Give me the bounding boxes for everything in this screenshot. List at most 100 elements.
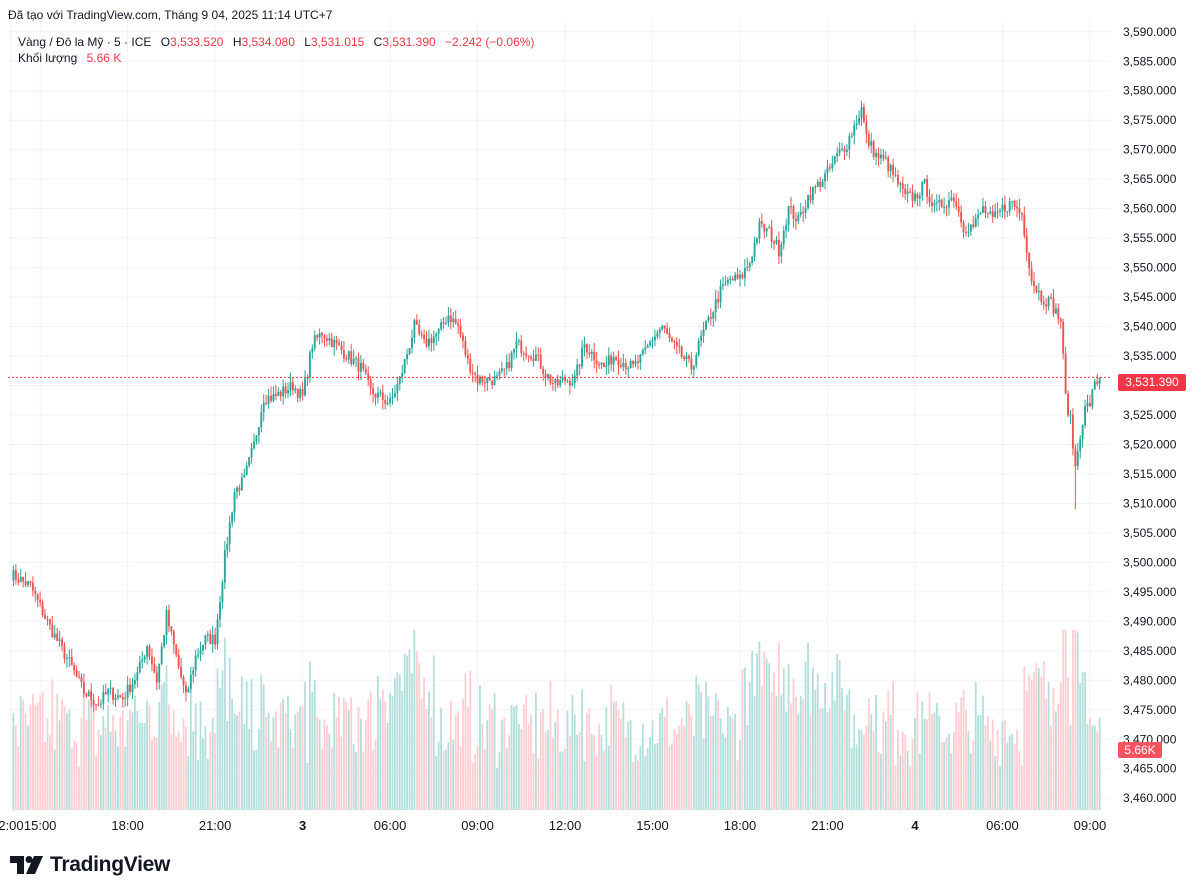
- tradingview-logo[interactable]: TradingView: [10, 853, 170, 877]
- candle: [724, 275, 727, 286]
- price-tick-label: 3,540.000: [1123, 320, 1177, 334]
- volume-bar: [770, 692, 773, 810]
- volume-bar: [702, 738, 705, 810]
- volume-bar: [581, 689, 583, 810]
- price-axis[interactable]: 3,590.000 3,585.000 3,580.000 3,575.000 3,57…: [1123, 25, 1177, 805]
- volume-bar: [629, 719, 632, 810]
- open-value: 3,533.520: [170, 35, 224, 49]
- candle: [248, 456, 251, 468]
- candle: [542, 365, 545, 382]
- volume-legend: Khối lượng 5.66 K: [18, 51, 121, 65]
- volume-bar: [129, 710, 131, 810]
- volume-bar: [865, 725, 868, 810]
- volume-bar: [952, 732, 955, 810]
- candle: [748, 261, 751, 272]
- candle: [14, 564, 17, 585]
- candle: [486, 377, 489, 392]
- volume-bar: [204, 725, 207, 810]
- candle: [1018, 198, 1021, 221]
- volume-bar: [931, 714, 933, 810]
- candle: [435, 332, 438, 346]
- candle: [462, 331, 464, 349]
- candle: [753, 236, 756, 262]
- volume-bar: [1045, 698, 1048, 810]
- volume-bar: [773, 672, 775, 810]
- volume-bar: [216, 668, 219, 810]
- volume-bar: [680, 717, 683, 810]
- candle: [442, 316, 445, 329]
- volume-bar: [367, 700, 370, 810]
- candle: [828, 163, 831, 172]
- candle: [413, 318, 416, 344]
- volume-bar: [1035, 663, 1038, 810]
- candle: [1001, 197, 1004, 218]
- candle: [833, 155, 836, 166]
- candle: [688, 354, 690, 363]
- time-tick-label: 15:00: [24, 818, 57, 833]
- candle: [384, 394, 387, 410]
- candle: [663, 325, 666, 334]
- candle: [1040, 290, 1043, 306]
- candle: [78, 670, 80, 680]
- volume-bar: [1076, 632, 1079, 810]
- volume-bar: [799, 695, 802, 810]
- candle: [760, 213, 763, 228]
- volume-bar: [53, 749, 56, 810]
- candle: [194, 649, 197, 677]
- volume-bar: [56, 693, 59, 810]
- volume-bar: [192, 731, 195, 810]
- candle: [265, 394, 268, 406]
- volume-bar: [389, 692, 391, 810]
- candlestick-series: [12, 101, 1101, 713]
- candle: [578, 363, 581, 376]
- candle: [1008, 197, 1011, 216]
- volume-bar: [527, 724, 530, 810]
- candle: [376, 386, 379, 404]
- candle: [860, 101, 863, 126]
- volume-bar: [700, 692, 703, 810]
- volume-bar: [471, 762, 474, 810]
- volume-bar: [146, 700, 148, 810]
- volume-bar: [833, 700, 836, 810]
- candle: [87, 689, 90, 697]
- candle: [226, 536, 229, 558]
- volume-bar: [620, 718, 622, 810]
- candle: [758, 217, 761, 244]
- candle: [342, 341, 345, 363]
- volume-bar: [432, 655, 435, 810]
- volume-bar: [933, 712, 936, 810]
- volume-bar: [622, 702, 625, 810]
- high-value: 3,534.080: [241, 35, 295, 49]
- volume-bar: [328, 733, 331, 810]
- volume-bar: [982, 695, 984, 810]
- candle: [177, 648, 180, 670]
- volume-bar: [1091, 725, 1094, 810]
- volume-bar: [940, 742, 943, 810]
- candle: [294, 385, 297, 394]
- volume-bar: [792, 678, 795, 810]
- volume-bar: [926, 719, 929, 810]
- volume-bar: [136, 711, 139, 810]
- volume-bar: [763, 651, 766, 810]
- volume-bar: [51, 679, 54, 810]
- symbol-name[interactable]: Vàng / Đô la Mỹ · 5 · ICE: [18, 35, 152, 49]
- candle: [379, 389, 382, 397]
- volume-bar: [180, 741, 182, 810]
- volume-bar: [705, 682, 707, 810]
- volume-bar: [340, 736, 343, 810]
- candle: [792, 204, 795, 228]
- volume-bar: [109, 731, 112, 810]
- candle: [464, 336, 467, 358]
- volume-bar: [226, 720, 229, 810]
- volume-bar: [36, 703, 39, 810]
- time-axis[interactable]: 2:00 15:00 18:00 21:00 3 06:00 09:00 12:00 15:00…: [0, 818, 1106, 833]
- volume-bar: [155, 737, 158, 810]
- volume-bar: [576, 734, 579, 810]
- volume-bar: [17, 746, 20, 810]
- candle: [31, 576, 34, 597]
- price-tick-label: 3,500.000: [1123, 555, 1177, 569]
- volume-bar: [855, 744, 858, 810]
- volume-bar: [61, 698, 63, 810]
- candle: [398, 375, 401, 391]
